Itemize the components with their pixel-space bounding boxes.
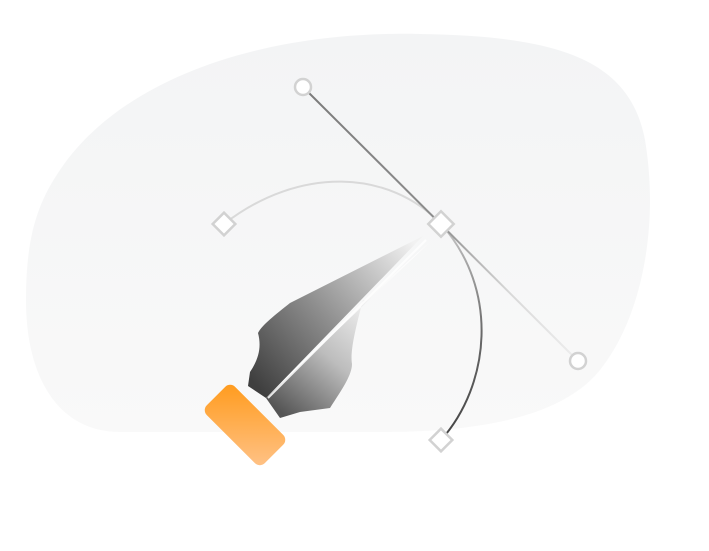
bezier-curve-left (223, 180, 442, 225)
pen-nib-icon (248, 236, 430, 418)
anchor-point-icon[interactable] (210, 210, 238, 238)
background-blob (26, 33, 650, 432)
pen-grip (204, 384, 286, 466)
control-handle-icon[interactable] (568, 351, 588, 371)
anchor-point-icon[interactable] (427, 426, 455, 454)
bezier-curve-right (440, 223, 483, 441)
control-handle-icon[interactable] (293, 77, 313, 97)
anchor-point-icon[interactable] (426, 209, 456, 239)
